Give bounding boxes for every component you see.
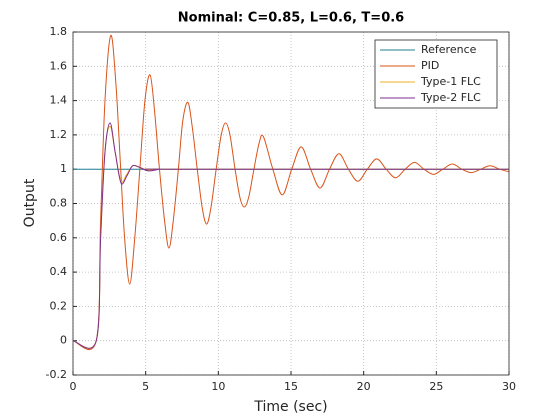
y-tick-label: 1 [60,162,67,175]
y-tick-label: 1.2 [50,128,68,141]
y-tick-label: 0.8 [50,197,68,210]
x-tick-label: 15 [284,380,298,393]
x-tick-label: 20 [357,380,371,393]
x-tick-label: 5 [142,380,149,393]
series-line [73,34,509,350]
y-tick-label: 0.2 [50,299,68,312]
legend-box [374,39,498,109]
x-tick-label: 30 [502,380,516,393]
y-tick-label: 1.8 [50,25,68,38]
legend-label: PID [421,59,439,72]
y-tick-label: 0 [60,334,67,347]
legend: Reference PID Type-1 FLC Type-2 FLC [374,39,498,109]
y-axis-label: Output [22,178,38,227]
legend-label: Type-2 FLC [420,91,481,104]
chart-title: Nominal: C=0.85, L=0.6, T=0.6 [178,11,404,26]
legend-label: Type-1 FLC [420,75,481,88]
plot-lines [73,34,509,350]
y-tick-label: 0.4 [50,265,68,278]
axes-box [72,31,510,376]
x-tick-label: 10 [211,380,225,393]
y-tick-label: 1.4 [50,94,68,107]
y-tick-label: 1.6 [50,59,68,72]
legend-label: Reference [421,43,477,56]
x-tick-label: 25 [429,380,443,393]
series-line [73,122,509,349]
y-tick-label: -0.2 [46,368,67,381]
x-tick-label: 0 [70,380,77,393]
x-axis-label: Time (sec) [253,399,327,415]
y-tick-label: 0.6 [50,231,68,244]
